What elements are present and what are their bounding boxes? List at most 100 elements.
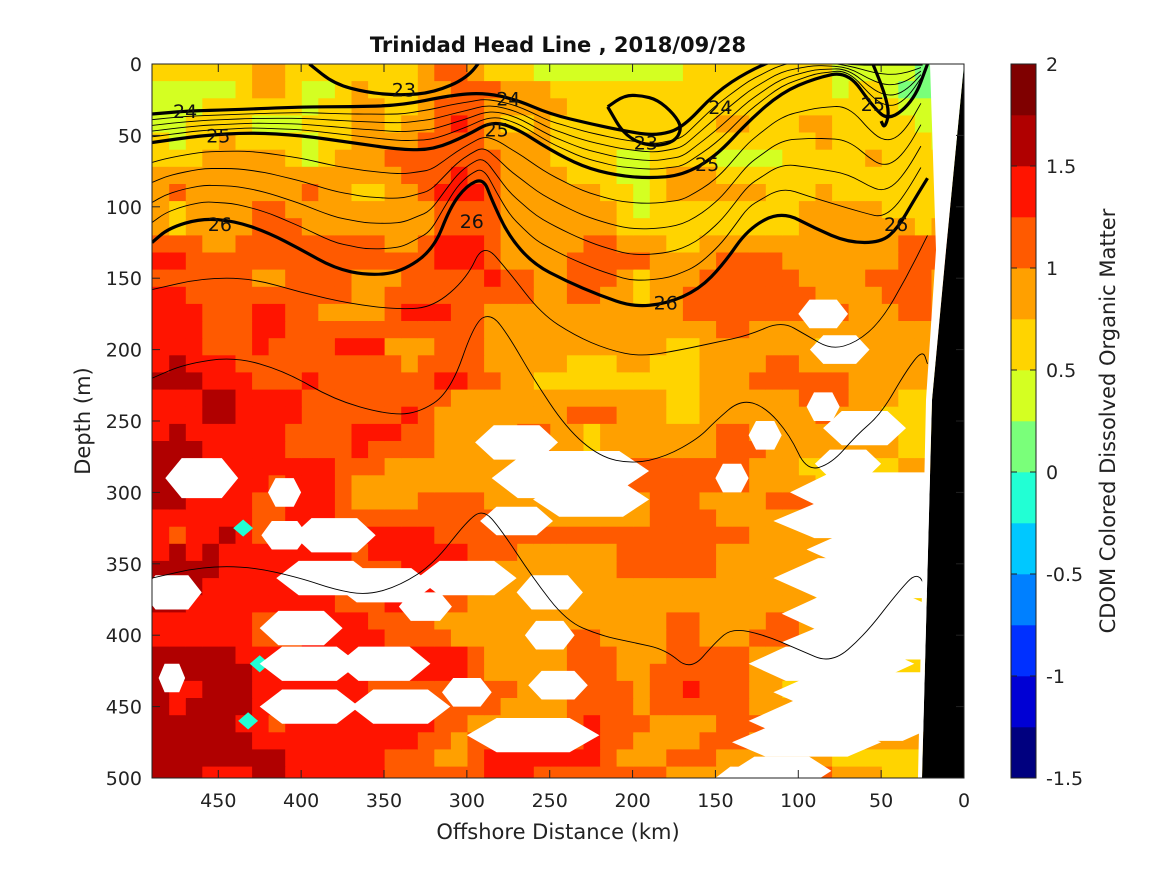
cdom-cell — [798, 423, 816, 442]
cdom-cell — [450, 766, 468, 778]
cdom-cell — [466, 372, 485, 391]
cdom-cell — [450, 475, 468, 493]
cdom-cell — [185, 629, 203, 648]
cdom-cell — [582, 560, 601, 579]
cdom-cell — [732, 115, 750, 134]
cdom-cell — [748, 578, 766, 596]
cdom-cell — [466, 646, 485, 665]
cdom-cell — [284, 321, 302, 339]
cdom-cell — [317, 338, 335, 356]
cdom-cell — [201, 698, 219, 716]
cdom-cell — [185, 389, 203, 408]
cdom-cell — [881, 184, 899, 202]
cdom-cell — [367, 338, 385, 356]
cdom-cell — [616, 715, 634, 733]
no-data-patch — [268, 478, 302, 507]
cdom-cell — [516, 235, 534, 254]
cdom-cell — [268, 269, 286, 288]
cdom-cell — [152, 372, 170, 391]
cdom-cell — [632, 166, 650, 185]
cdom-cell — [715, 560, 733, 579]
cdom-cell — [334, 303, 352, 322]
cdom-cell — [632, 252, 650, 271]
cdom-cell — [582, 543, 601, 562]
cdom-cell — [168, 698, 186, 716]
cdom-cell — [317, 595, 335, 613]
cdom-cell — [152, 81, 170, 99]
cdom-cell — [599, 338, 617, 356]
cdom-cell — [450, 98, 468, 116]
cdom-cell — [334, 269, 352, 288]
cdom-cell — [500, 81, 518, 99]
cdom-cell — [433, 423, 451, 442]
cdom-cell — [582, 355, 601, 373]
cdom-cell — [367, 286, 385, 305]
cdom-cell — [284, 458, 302, 476]
cdom-cell — [848, 149, 866, 168]
cdom-cell — [251, 269, 269, 288]
cdom-cell — [350, 680, 369, 699]
x-axis: 450 400 350 300 250 200 150 100 50 0 — [200, 64, 970, 812]
cdom-cell — [848, 132, 866, 151]
cdom-cell — [384, 526, 402, 545]
cdom-cell — [400, 115, 418, 134]
cdom-cell — [450, 715, 468, 733]
cdom-cell — [334, 64, 352, 82]
cdom-cell — [516, 338, 534, 356]
cdom-cell — [698, 646, 717, 665]
cdom-cell — [533, 184, 551, 202]
cdom-cell — [234, 629, 253, 648]
cdom-cell — [715, 303, 733, 322]
cdom-cell — [334, 441, 352, 459]
cdom-cell — [616, 766, 634, 778]
cdom-cell — [748, 355, 766, 373]
cdom-cell — [649, 680, 667, 699]
cdom-cell — [500, 646, 518, 665]
cdom-cell — [234, 81, 253, 99]
cdom-cell — [665, 578, 683, 596]
cdom-cell — [218, 578, 236, 596]
cdom-cell — [234, 766, 253, 778]
cdom-cell — [732, 389, 750, 408]
cdom-cell — [682, 321, 700, 339]
cdom-cell — [732, 441, 750, 459]
cdom-cell — [466, 509, 485, 528]
cdom-cell — [334, 423, 352, 442]
cdom-cell — [483, 201, 501, 219]
cdom-cell — [765, 338, 783, 356]
cdom-cell — [251, 235, 269, 254]
cdom-cell — [301, 372, 319, 391]
cdom-cell — [483, 492, 501, 511]
colorbar-tick-label: 0 — [1046, 462, 1058, 484]
cdom-cell — [698, 560, 717, 579]
cdom-cell — [549, 252, 567, 271]
cdom-cell — [450, 115, 468, 134]
cdom-cell — [748, 680, 766, 699]
cdom-cell — [831, 149, 849, 168]
cdom-cell — [301, 423, 319, 442]
cdom-cell — [433, 338, 451, 356]
y-tick-label: 150 — [106, 268, 142, 290]
cdom-cell — [665, 201, 683, 219]
y-axis: 0 50 100 150 200 250 300 350 400 450 500 — [106, 54, 964, 790]
cdom-cell — [665, 595, 683, 613]
cdom-cell — [549, 218, 567, 236]
cdom-cell — [881, 132, 899, 151]
cdom-cell — [616, 423, 634, 442]
cdom-cell — [566, 286, 584, 305]
cdom-cell — [334, 372, 352, 391]
cdom-cell — [185, 715, 203, 733]
no-data-patch — [292, 518, 376, 553]
no-data-patch — [781, 596, 948, 631]
cdom-cell — [533, 698, 551, 716]
cdom-cell — [715, 149, 733, 168]
cdom-cell — [715, 235, 733, 254]
cdom-cell — [234, 560, 253, 579]
cdom-cell — [533, 81, 551, 99]
cdom-cell — [201, 732, 219, 750]
no-data-patch — [809, 335, 870, 364]
cdom-cell — [350, 629, 369, 648]
cdom-cell — [334, 166, 352, 185]
cdom-cell — [317, 303, 335, 322]
cdom-cell — [798, 338, 816, 356]
